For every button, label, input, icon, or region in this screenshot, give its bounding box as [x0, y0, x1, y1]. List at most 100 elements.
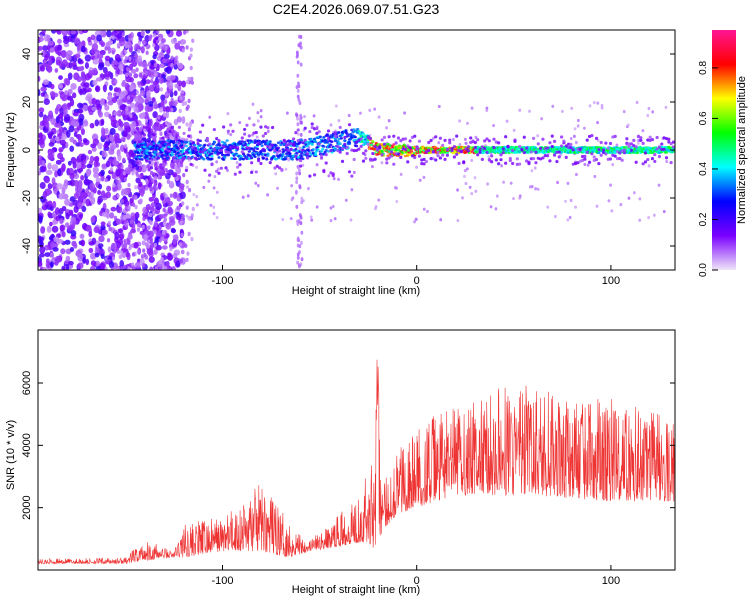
- spectrogram-cell: [324, 149, 328, 152]
- spectrogram-cell: [212, 212, 216, 216]
- spectrogram-cell: [167, 252, 172, 258]
- spectrogram-cell: [570, 106, 574, 110]
- spectrogram-cell: [184, 144, 188, 148]
- spectrogram-cell: [145, 124, 152, 132]
- spectrogram-cell: [233, 145, 237, 150]
- spectrogram-cell: [70, 30, 77, 35]
- spectrogram-cell: [185, 79, 190, 85]
- spectrogram-cell: [100, 221, 106, 226]
- spectrogram-cell: [396, 136, 401, 140]
- spectrogram-cell: [494, 158, 498, 162]
- spectrogram-cell: [77, 136, 83, 144]
- spectrogram-cell: [104, 177, 108, 183]
- spectrogram-cell: [142, 40, 146, 46]
- spectrogram-cell: [513, 138, 517, 142]
- spectrogram-cell: [222, 145, 226, 149]
- spectrogram-cell: [115, 111, 119, 116]
- spectrogram-cell: [364, 156, 368, 160]
- spectrogram-cell: [152, 172, 156, 176]
- spectrogram-cell: [103, 193, 108, 199]
- spectrogram-cell: [511, 148, 515, 153]
- spectrogram-cell: [518, 194, 522, 198]
- spectrogram-cell: [276, 156, 281, 160]
- spectrogram-cell: [296, 88, 300, 93]
- spectrogram-cell: [59, 217, 64, 225]
- spectrogram-cell: [181, 48, 185, 53]
- spectrogram-cell: [613, 134, 617, 139]
- spectrogram-cell: [164, 67, 168, 73]
- spectrogram-cell: [67, 160, 72, 166]
- spectrogram-cell: [290, 184, 294, 188]
- spectrogram-cell: [121, 188, 125, 193]
- spectrogram-cell: [79, 214, 83, 219]
- spectrogram-cell: [619, 203, 623, 207]
- spectrogram-cell: [299, 132, 303, 137]
- spectrogram-cell: [592, 155, 596, 159]
- spectrogram-cell: [636, 134, 641, 138]
- spectrogram-cell: [385, 126, 388, 130]
- spectrogram-cell: [456, 188, 459, 192]
- spectrogram-cell: [527, 160, 531, 164]
- spectrogram-cell: [622, 146, 627, 149]
- spectrogram-cell: [93, 156, 100, 162]
- spectrogram-cell: [100, 118, 105, 126]
- spectrogram-cell: [115, 122, 120, 127]
- spectrogram-cell: [361, 143, 366, 147]
- spectrogram-cell: [151, 211, 156, 216]
- spectrogram-cell: [104, 230, 108, 235]
- snr-frame: [37, 329, 676, 571]
- spectrogram-cell: [122, 171, 126, 176]
- spectrogram-cell: [172, 191, 178, 199]
- spectrogram-cell: [273, 166, 277, 170]
- spectrogram-cell: [403, 147, 408, 151]
- spectrogram-cell: [276, 186, 279, 190]
- spectrogram-cell: [110, 242, 117, 250]
- spectrogram-cell: [632, 138, 636, 142]
- spectrogram-cell: [157, 115, 161, 120]
- spectrogram-cell: [291, 137, 296, 141]
- spectrogram-cell: [115, 179, 120, 184]
- spectrogram-cell: [268, 161, 272, 165]
- spectrogram-cell: [162, 207, 166, 213]
- spectrogram-cell: [178, 108, 182, 114]
- spectrogram-cell: [289, 216, 293, 221]
- spectrogram-cell: [102, 84, 107, 93]
- spectrogram-cell: [124, 44, 128, 49]
- spectrogram-cell: [177, 125, 181, 129]
- spectrogram-cell: [159, 87, 164, 92]
- spectrogram-cell: [594, 157, 599, 162]
- spectrogram-cell: [70, 216, 76, 223]
- spectrogram-cell: [173, 150, 177, 154]
- spectrogram-cell: [165, 222, 170, 228]
- spectrogram-cell: [190, 80, 194, 85]
- spectrogram-cell: [277, 166, 282, 170]
- spectrogram-cell: [153, 63, 158, 68]
- x-tick-label: 0: [414, 275, 420, 287]
- spectrogram-cell: [119, 259, 125, 268]
- spectrogram-cell: [203, 143, 207, 147]
- spectrogram-cell: [65, 263, 70, 270]
- spectrogram-cell: [529, 157, 533, 161]
- spectrogram-cell: [297, 132, 300, 136]
- spectrogram-cell: [189, 65, 193, 71]
- spectrogram-cell: [217, 156, 221, 159]
- spectrogram-cell: [256, 119, 260, 123]
- spectrogram-cell: [163, 217, 167, 223]
- spectrogram-cell: [159, 123, 166, 130]
- spectrogram-cell: [296, 60, 300, 65]
- spectrogram-cell: [180, 144, 184, 147]
- spectrogram-cell: [123, 239, 127, 244]
- spectrogram-cell: [195, 165, 198, 169]
- spectrogram-cell: [50, 83, 55, 90]
- spectrogram-cell: [97, 243, 104, 248]
- spectrogram-cell: [122, 137, 126, 143]
- spectrogram-cell: [189, 53, 193, 58]
- spectrogram-cell: [600, 103, 604, 108]
- spectrogram-cell: [149, 213, 153, 218]
- spectrogram-cell: [162, 199, 166, 205]
- spectrogram-cell: [109, 212, 115, 219]
- spectrogram-cell: [347, 142, 352, 145]
- spectrogram-cell: [385, 161, 389, 165]
- spectrogram-cell: [40, 92, 45, 97]
- spectrogram-cell: [587, 160, 592, 164]
